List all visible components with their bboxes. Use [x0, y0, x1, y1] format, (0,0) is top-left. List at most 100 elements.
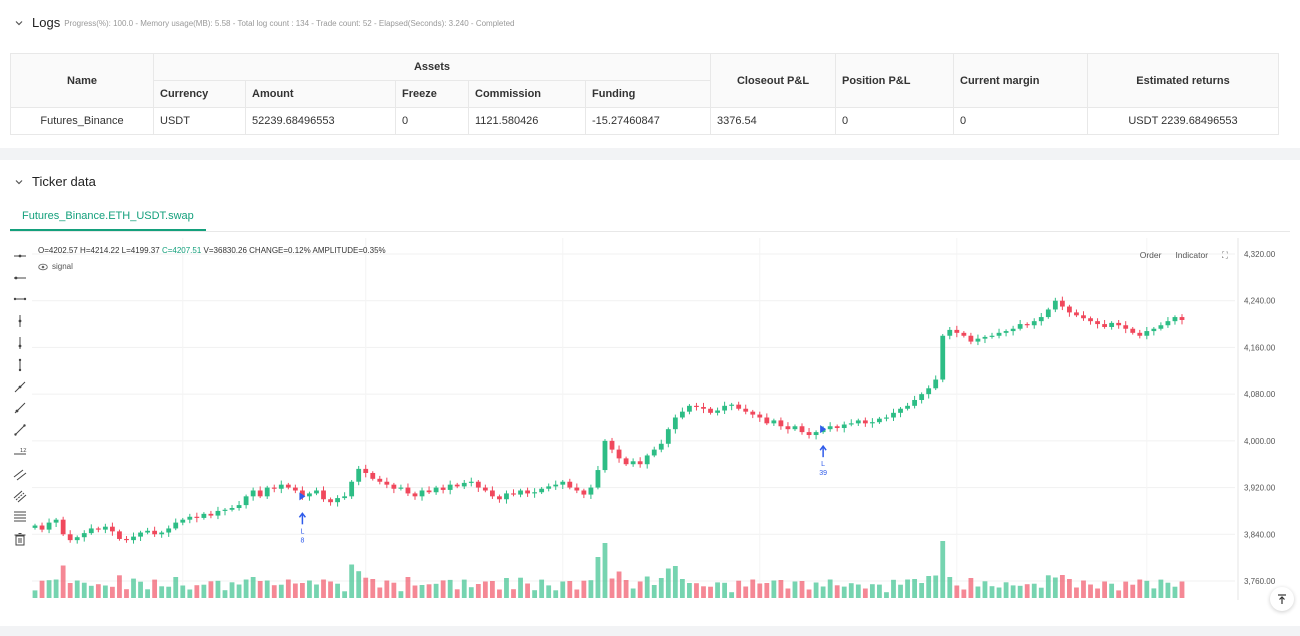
cell-name: Futures_Binance [10, 107, 154, 135]
vertical-line-icon[interactable] [10, 310, 30, 332]
col-freeze: Freeze [395, 80, 469, 108]
fullscreen-icon[interactable]: ⛶ [1222, 250, 1228, 260]
candle-body [926, 388, 932, 395]
volume-bar [546, 585, 552, 598]
ray-line-icon[interactable] [10, 398, 30, 420]
volume-bar [285, 579, 291, 598]
candle-body [88, 528, 94, 534]
candle-body [623, 458, 629, 465]
volume-bar [1179, 581, 1185, 598]
price-line-icon[interactable]: 123 [10, 441, 30, 463]
candle-body [1130, 328, 1136, 333]
signal-arrow-head [298, 512, 306, 518]
volume-bar [370, 579, 376, 598]
trend-line-icon[interactable] [10, 376, 30, 398]
candle-body [447, 484, 453, 490]
candle-body [588, 487, 594, 495]
candle-body [869, 422, 875, 424]
volume-bar [820, 586, 826, 598]
candle-body [271, 487, 277, 489]
signal-legend[interactable]: signal [38, 262, 73, 271]
trash-icon[interactable] [10, 528, 30, 550]
volume-bar [243, 579, 249, 598]
candle-body [1024, 324, 1030, 326]
candle-body [74, 537, 80, 541]
candle-body [764, 417, 770, 424]
volume-bar [356, 571, 362, 598]
cell-commission: 1121.580426 [468, 107, 586, 135]
volume-bar [940, 541, 946, 598]
candle-body [827, 426, 833, 430]
horizontal-ray-icon[interactable] [10, 267, 30, 289]
cell-funding: -15.27460847 [585, 107, 711, 135]
col-closeout: Closeout P&L [710, 53, 836, 108]
candle-body [110, 526, 115, 532]
candle-body [180, 519, 186, 523]
candle-body [658, 443, 664, 450]
volume-bar [215, 580, 221, 598]
candle-body [574, 487, 580, 491]
volume-bar [630, 588, 636, 598]
volume-bar [672, 566, 678, 598]
volume-bar [208, 581, 214, 598]
candle-body [152, 530, 158, 535]
fibonacci-icon[interactable] [10, 507, 30, 529]
volume-bar [553, 590, 559, 598]
candle-body [757, 414, 763, 418]
vertical-segment-icon[interactable] [10, 354, 30, 376]
candle-body [1102, 324, 1107, 327]
volume-bar [743, 586, 749, 598]
candlestick-chart[interactable]: 4,320.00 4,240.00 4,160.00 4,080.00 4,000.00… [0, 238, 1300, 604]
vertical-ray-icon[interactable] [10, 332, 30, 354]
volume-bar [405, 577, 411, 598]
volume-bar [110, 586, 115, 598]
y-tick-label: 4,320.00 [1244, 250, 1276, 259]
volume-bar [440, 580, 446, 598]
volume-bar [222, 590, 228, 598]
parallel-channel-icon[interactable] [10, 463, 30, 485]
ohlc-open: O=4202.57 [38, 246, 78, 255]
volume-bar [841, 586, 847, 598]
eye-icon[interactable] [38, 263, 48, 271]
candle-body [102, 526, 108, 530]
volume-bar [679, 579, 685, 598]
signal-flag [299, 492, 306, 501]
ohlc-high: H=4214.22 [80, 246, 120, 255]
candle-body [1158, 325, 1164, 329]
horizontal-segment-icon[interactable] [10, 289, 30, 311]
candle-body [1151, 328, 1157, 332]
horizontal-line-icon[interactable] [10, 245, 30, 267]
candle-body [398, 487, 404, 489]
chevron-down-icon[interactable] [12, 16, 26, 30]
tab-eth-usdt-swap[interactable]: Futures_Binance.ETH_USDT.swap [10, 201, 206, 231]
volume-bar [314, 584, 319, 598]
candle-body [785, 426, 791, 430]
candle-body [1095, 321, 1100, 325]
candle-body [862, 420, 868, 424]
assets-table: Name Assets Closeout P&L Position P&L Cu… [10, 53, 1279, 135]
indicator-button[interactable]: Indicator [1175, 250, 1209, 260]
progress-status: Progress(%): 100.0 - Memory usage(MB): 5… [64, 19, 515, 28]
logs-header[interactable]: Logs Progress(%): 100.0 - Memory usage(M… [12, 15, 515, 30]
segment-icon[interactable] [10, 419, 30, 441]
volume-bar [1081, 580, 1086, 598]
price-channel-icon[interactable] [10, 485, 30, 507]
volume-bar [1031, 583, 1037, 598]
candle-body [609, 440, 615, 450]
volume-bar [644, 576, 650, 598]
candle-body [750, 411, 756, 415]
volume-bar [145, 589, 150, 598]
order-button[interactable]: Order [1139, 250, 1162, 260]
scroll-to-latest-button[interactable] [1270, 587, 1294, 611]
chevron-down-icon[interactable] [12, 175, 26, 189]
candle-body [426, 490, 432, 493]
candle-body [285, 484, 291, 488]
candle-body [405, 487, 411, 494]
logs-panel: Logs Progress(%): 100.0 - Memory usage(M… [0, 0, 1300, 148]
candle-body [581, 490, 587, 495]
volume-bar [468, 587, 474, 598]
candle-body [412, 493, 418, 497]
volume-bar [201, 584, 207, 598]
ticker-header[interactable]: Ticker data [12, 174, 96, 189]
candle-body [1137, 332, 1143, 336]
